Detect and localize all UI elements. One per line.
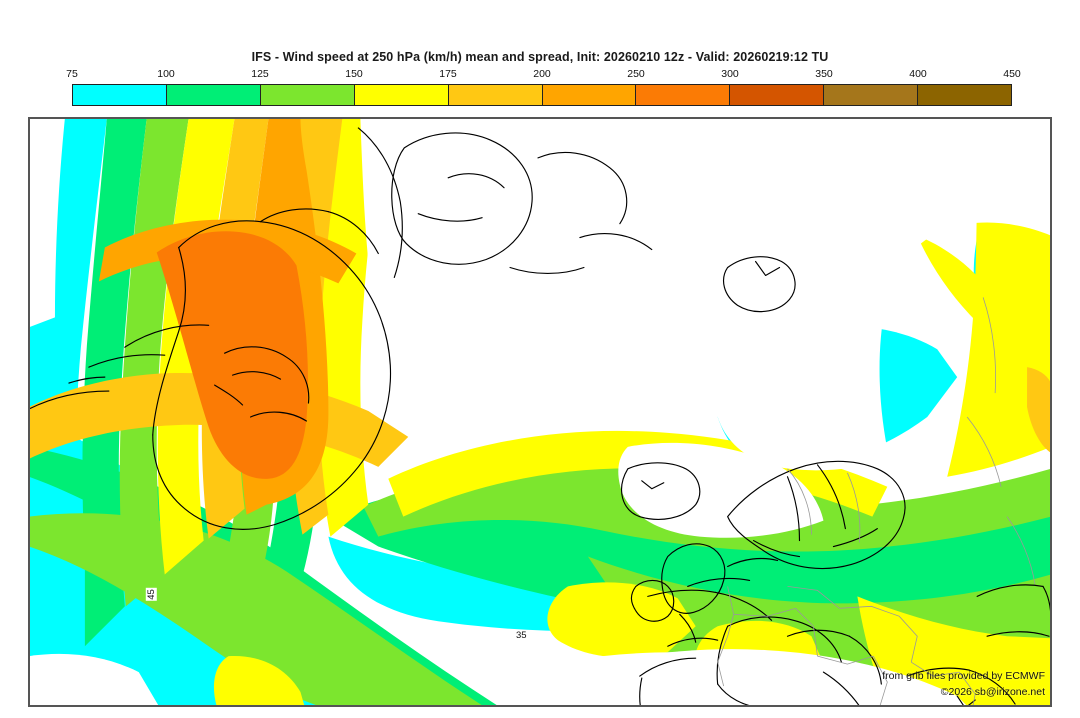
colorbar-segment-400-450 xyxy=(918,85,1012,105)
colorbar-tick-labels: 75 100 125 150 175 200 250 300 350 400 450 xyxy=(66,68,1021,84)
coastlines xyxy=(29,127,1051,706)
colorbar-tick-150: 150 xyxy=(345,68,363,80)
colorbar-tick-300: 300 xyxy=(721,68,739,80)
data-source-credit: from grib files provided by ECMWF xyxy=(882,670,1045,682)
colorbar-tick-200: 200 xyxy=(533,68,551,80)
colorbar-segment-175-200 xyxy=(448,85,543,105)
colorbar-segment-125-150 xyxy=(260,85,355,105)
colorbar-tick-350: 350 xyxy=(815,68,833,80)
colorbar-tick-75: 75 xyxy=(66,68,78,80)
colorbar-segment-250-300 xyxy=(636,85,731,105)
colorbar-tick-175: 175 xyxy=(439,68,457,80)
colorbar-tick-125: 125 xyxy=(251,68,269,80)
colorbar-segment-300-350 xyxy=(730,85,825,105)
colorbar-tick-100: 100 xyxy=(157,68,175,80)
colorbar-strip xyxy=(72,84,1012,106)
contour-label: 35 xyxy=(515,630,528,641)
contour-band-250-300 xyxy=(156,231,308,479)
colorbar-tick-250: 250 xyxy=(627,68,645,80)
colorbar-tick-450: 450 xyxy=(1003,68,1021,80)
map-canvas[interactable]: 45 35 from grib files provided by ECMWF … xyxy=(28,117,1052,707)
map-svg xyxy=(29,118,1051,706)
colorbar-segment-350-400 xyxy=(824,85,919,105)
map-border xyxy=(29,118,1051,706)
copyright-notice: ©2026 sb@irizone.net xyxy=(940,686,1045,698)
colorbar-segment-75-100 xyxy=(73,85,167,105)
country-borders xyxy=(717,297,1036,706)
page-title: IFS - Wind speed at 250 hPa (km/h) mean … xyxy=(251,50,829,64)
colorbar-segment-150-175 xyxy=(354,85,449,105)
colorbar-segment-200-250 xyxy=(542,85,637,105)
colorbar: 75 100 125 150 175 200 250 300 350 400 450 xyxy=(66,68,1021,110)
colorbar-tick-400: 400 xyxy=(909,68,927,80)
colorbar-segment-100-125 xyxy=(166,85,261,105)
contour-label: 45 xyxy=(145,588,157,601)
